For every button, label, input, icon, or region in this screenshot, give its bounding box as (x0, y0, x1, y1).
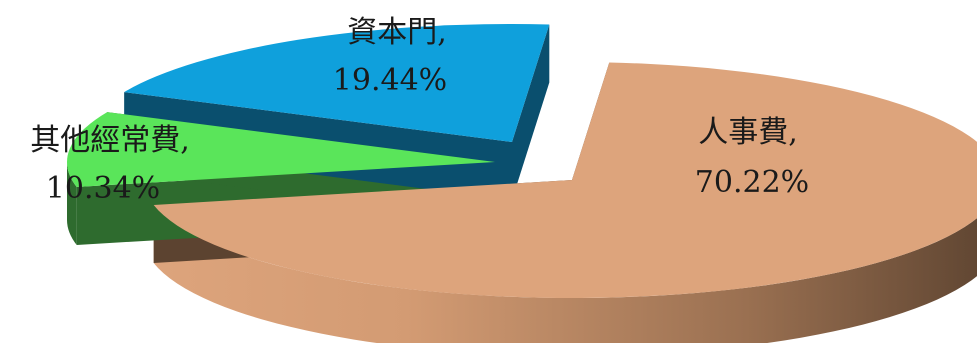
slice-other-operating-outer-wall (67, 162, 77, 245)
slice-label-other-value: 10.34% (46, 171, 160, 206)
slice-personnel (153, 62, 977, 298)
slice-label-capital-value: 19.44% (333, 63, 447, 98)
slice-capital (124, 24, 550, 143)
slice-capital-cut-wall-1 (512, 24, 550, 201)
slice-label-personnel-name: 人事費, (698, 115, 798, 150)
slice-other-operating (66, 112, 495, 187)
slice-personnel-outer-wall (153, 204, 977, 343)
slice-label-capital-name: 資本門, (347, 15, 447, 50)
slice-label-other-name: 其他經常費, (30, 123, 190, 158)
data-labels: 人事費, 70.22% 其他經常費, 10.34% 資本門, 19.44% (30, 15, 809, 206)
slice-tops (66, 24, 977, 298)
slice-label-personnel-value: 70.22% (695, 165, 809, 200)
